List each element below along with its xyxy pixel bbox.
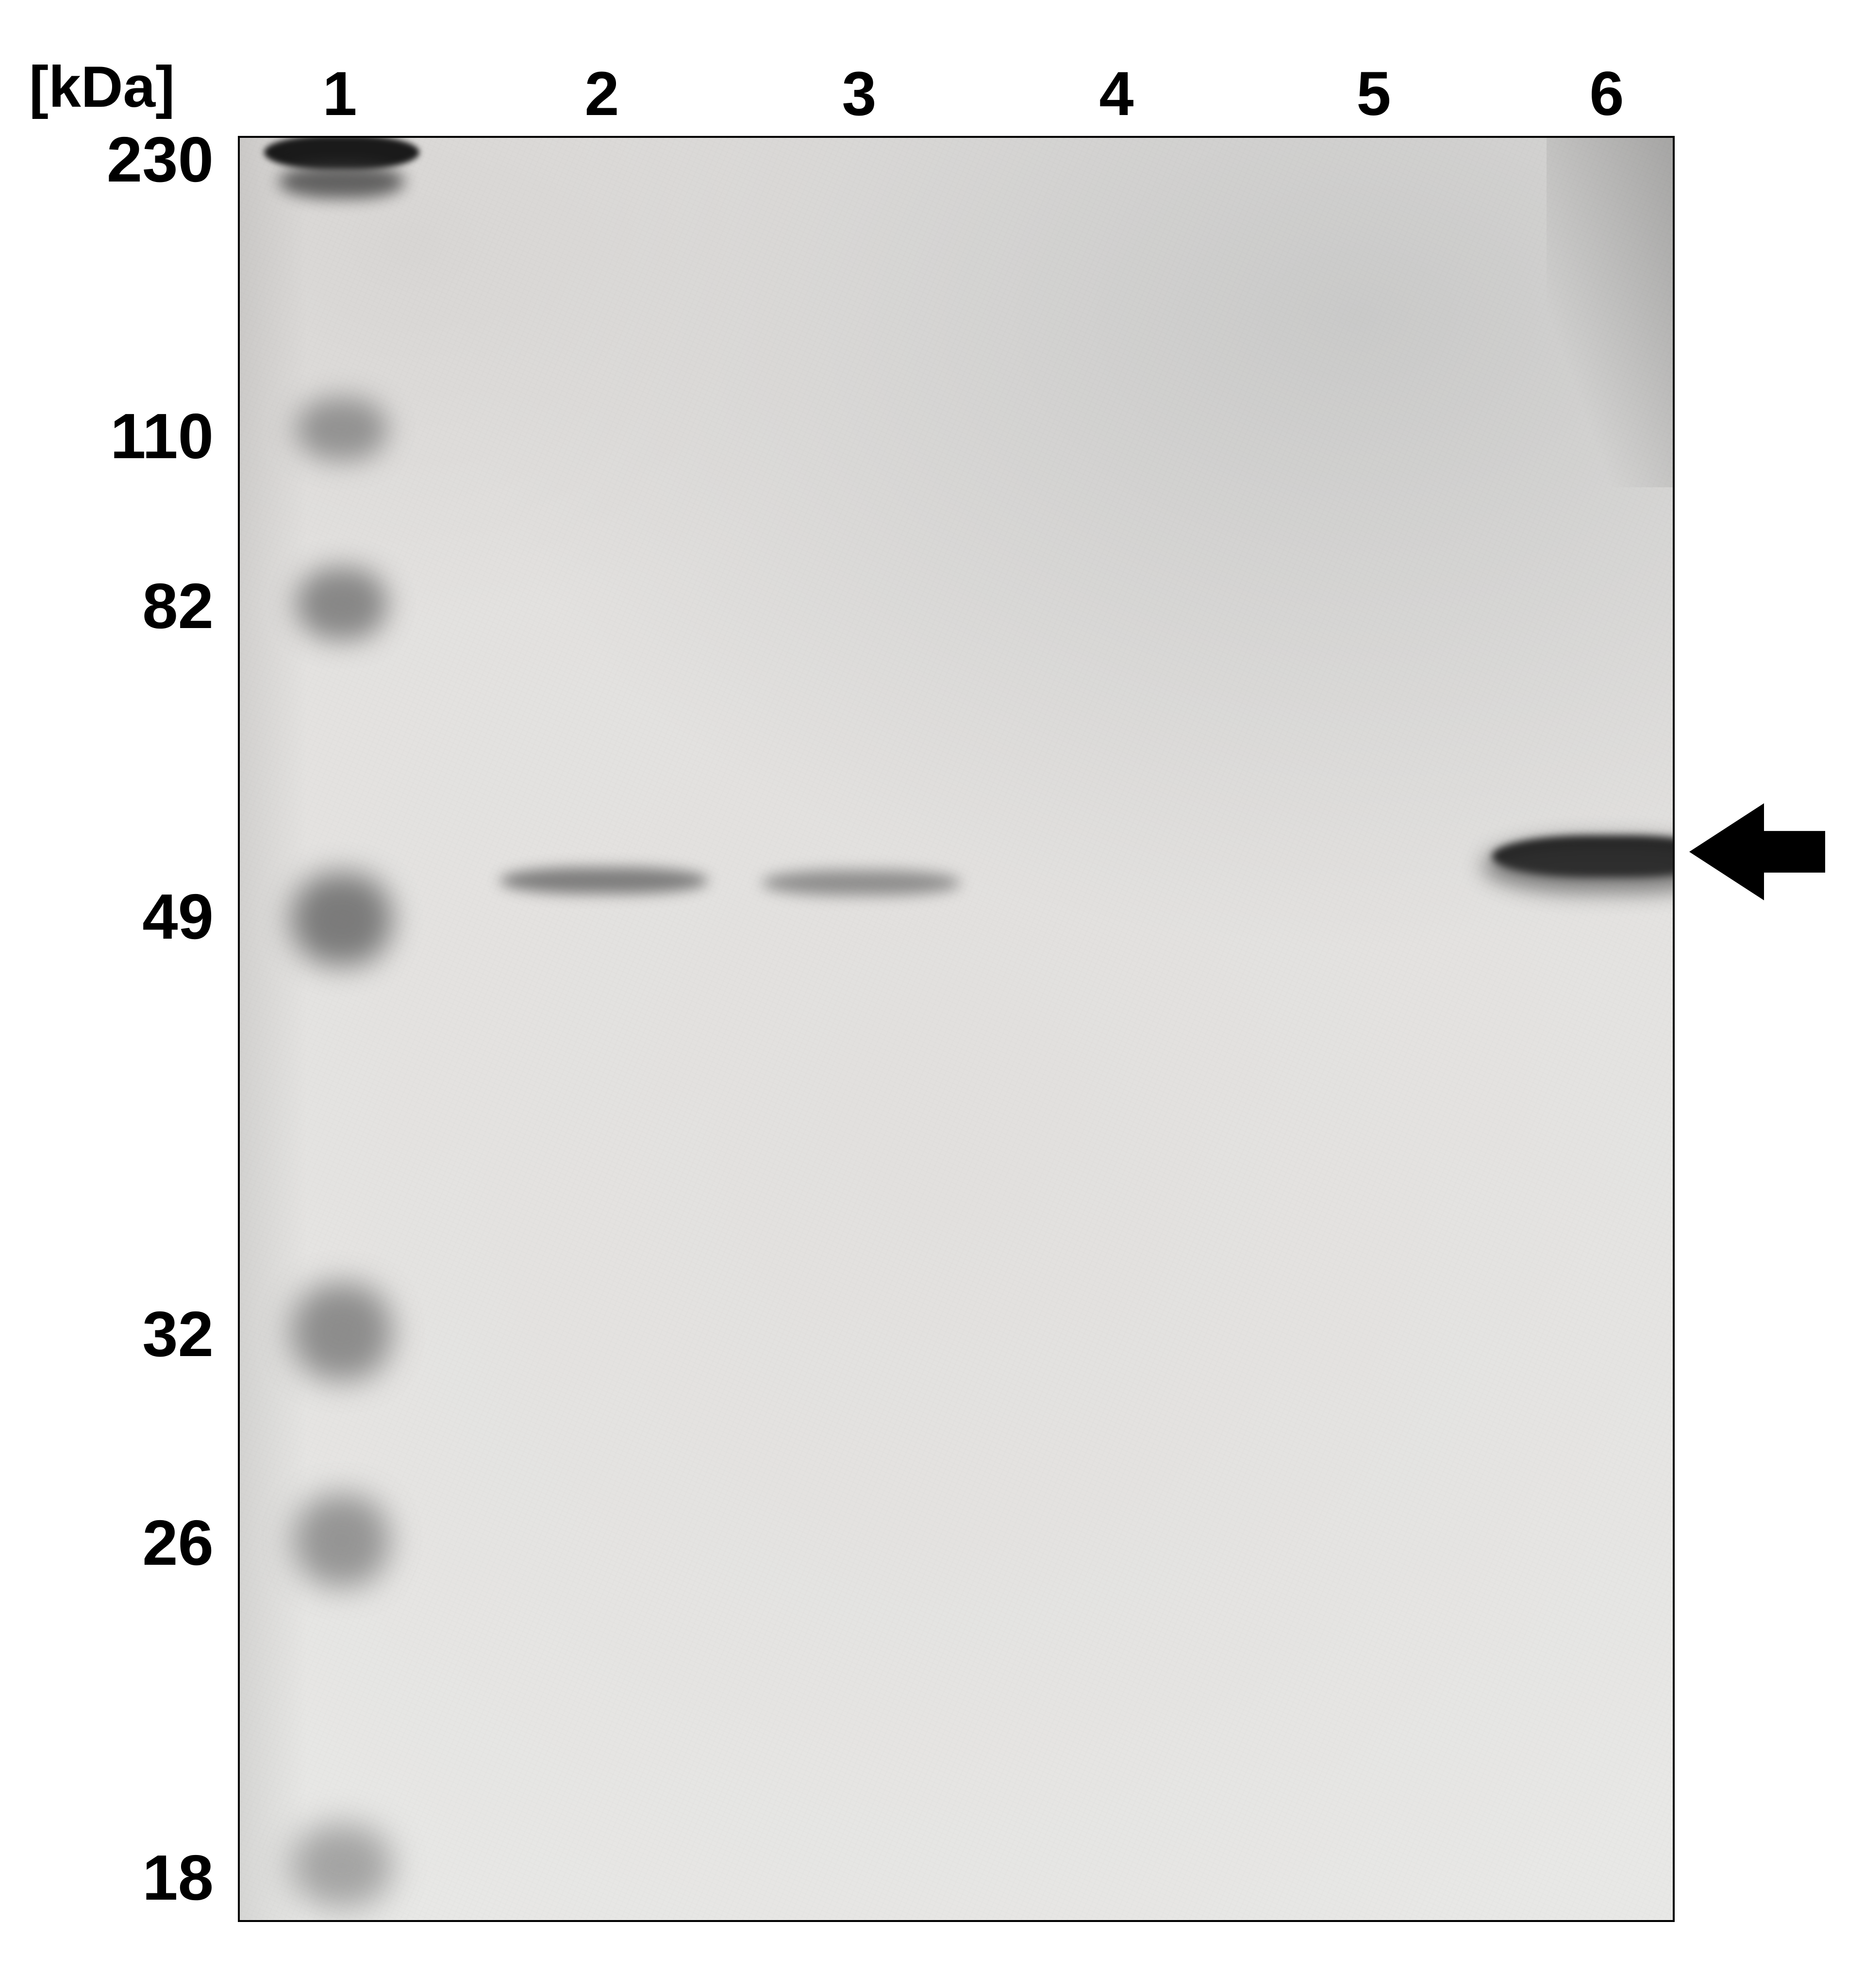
- mw-label-26: 26: [0, 1506, 214, 1579]
- lane-label-5: 5: [1349, 58, 1398, 130]
- mw-label-82: 82: [0, 569, 214, 643]
- western-blot-figure: [kDa] 1 2 3 4 5 6 230 110 82 49 32 26 18: [0, 0, 1864, 1988]
- marker-band-lane1-2: [296, 398, 388, 461]
- lane-label-4: 4: [1092, 58, 1141, 130]
- lane-label-1: 1: [316, 58, 364, 130]
- target-band-arrow-icon: [1689, 803, 1825, 900]
- sample-band-lane2-0: [499, 867, 708, 894]
- lane-label-2: 2: [578, 58, 626, 130]
- lane-label-6: 6: [1582, 58, 1631, 130]
- lane-label-3: 3: [835, 58, 883, 130]
- mw-label-110: 110: [0, 399, 214, 473]
- corner-shade: [1547, 138, 1673, 487]
- left-edge-shade: [240, 138, 308, 1920]
- mw-label-32: 32: [0, 1297, 214, 1371]
- marker-band-lane1-3: [296, 567, 388, 640]
- sample-band-lane3-1: [762, 870, 961, 895]
- y-axis-unit-label: [kDa]: [29, 53, 175, 120]
- mw-label-49: 49: [0, 880, 214, 953]
- marker-band-lane1-6: [293, 1494, 390, 1587]
- film-grain-overlay: [240, 138, 1673, 1920]
- blot-membrane-area: [238, 136, 1675, 1922]
- mw-label-18: 18: [0, 1841, 214, 1914]
- mw-label-230: 230: [0, 123, 214, 196]
